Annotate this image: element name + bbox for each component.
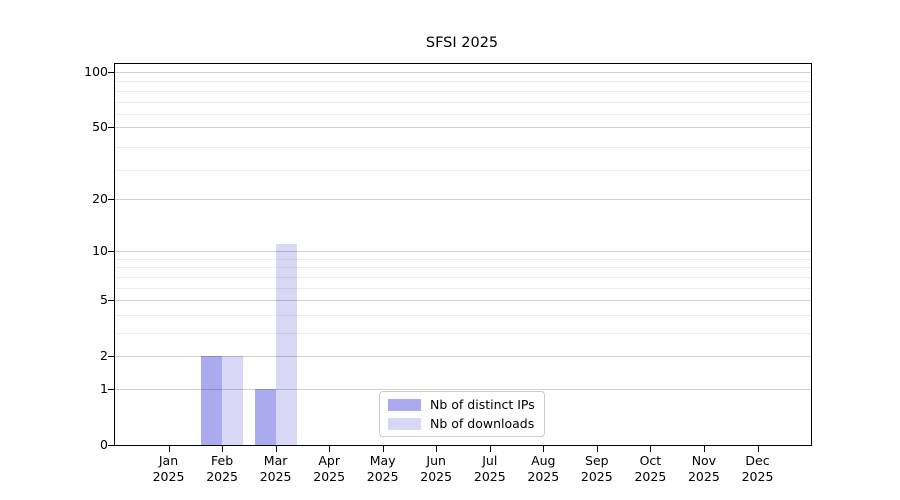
- legend-entry-distinct-ips: Nb of distinct IPs: [388, 397, 535, 412]
- y-axis-tick: [108, 198, 114, 200]
- y-axis-tick: [108, 445, 114, 446]
- x-axis-tick-label: Nov 2025: [687, 453, 720, 484]
- x-axis-tick: [222, 446, 224, 452]
- y-axis-tick: [108, 251, 114, 253]
- major-gridline: [115, 251, 811, 253]
- x-axis-tick: [329, 446, 331, 452]
- major-gridline: [115, 127, 811, 129]
- minor-gridline: [115, 287, 811, 289]
- minor-gridline: [115, 258, 811, 260]
- y-axis-tick: [108, 356, 114, 358]
- minor-gridline: [115, 101, 811, 103]
- x-axis-tick: [275, 446, 277, 452]
- x-axis-tick-label: Oct 2025: [634, 453, 667, 484]
- minor-gridline: [115, 146, 811, 148]
- major-gridline: [115, 300, 811, 302]
- legend-label-distinct-ips: Nb of distinct IPs: [430, 397, 535, 412]
- x-axis-tick: [703, 446, 705, 452]
- y-axis-tick-label: 50: [92, 119, 108, 135]
- minor-gridline: [115, 114, 811, 116]
- x-axis-tick: [543, 446, 545, 452]
- major-gridline: [115, 198, 811, 200]
- y-axis-tick-label: 5: [100, 292, 108, 308]
- legend-label-downloads: Nb of downloads: [430, 416, 535, 431]
- bar-distinct-ips: [254, 389, 276, 445]
- y-axis-tick: [108, 300, 114, 302]
- legend: Nb of distinct IPs Nb of downloads: [379, 391, 545, 437]
- x-axis-tick-label: May 2025: [366, 453, 399, 484]
- x-axis-tick: [382, 446, 384, 452]
- x-axis-tick: [650, 446, 652, 452]
- x-axis-tick-label: Mar 2025: [259, 453, 292, 484]
- y-axis-tick-label: 20: [92, 190, 108, 206]
- minor-gridline: [115, 170, 811, 172]
- minor-gridline: [115, 90, 811, 92]
- x-axis-tick: [596, 446, 598, 452]
- y-axis-tick: [108, 389, 114, 390]
- minor-gridline: [115, 314, 811, 316]
- x-axis-tick: [436, 446, 438, 452]
- y-axis-tick-label: 10: [92, 243, 108, 259]
- x-axis-tick-label: Jan 2025: [152, 453, 185, 484]
- minor-gridline: [115, 333, 811, 334]
- bar-distinct-ips: [201, 356, 223, 445]
- y-axis-tick-label: 1: [100, 381, 108, 396]
- x-axis-tick-label: Aug 2025: [527, 453, 560, 484]
- major-gridline: [115, 389, 811, 390]
- x-axis-tick: [489, 446, 491, 452]
- major-gridline: [115, 356, 811, 358]
- x-axis-tick-label: Jul 2025: [473, 453, 506, 484]
- minor-gridline: [115, 81, 811, 83]
- x-axis-tick-label: Jun 2025: [420, 453, 453, 484]
- plot-area: Nb of distinct IPs Nb of downloads 0 1 2 5 1…: [84, 63, 812, 484]
- bar-downloads: [275, 244, 297, 445]
- y-axis-tick-label: 0: [100, 437, 108, 452]
- y-axis-tick: [108, 127, 114, 129]
- legend-swatch-distinct-ips: [388, 398, 421, 411]
- chart-title: SFSI 2025: [425, 35, 499, 51]
- minor-gridline: [115, 276, 811, 278]
- x-axis-tick-label: Apr 2025: [313, 453, 346, 484]
- y-axis-tick: [108, 72, 114, 73]
- legend-swatch-downloads: [388, 417, 421, 430]
- bar-downloads: [222, 356, 244, 445]
- x-axis-tick-label: Dec 2025: [741, 453, 774, 484]
- legend-entry-downloads: Nb of downloads: [388, 416, 535, 431]
- x-axis-tick: [168, 446, 170, 452]
- major-gridline: [115, 72, 811, 73]
- y-axis-tick-label: 100: [84, 64, 108, 79]
- minor-gridline: [115, 267, 811, 269]
- y-axis-tick-label: 2: [100, 348, 108, 364]
- x-axis-tick-label: Sep 2025: [580, 453, 613, 484]
- x-axis-tick-label: Feb 2025: [206, 453, 238, 484]
- x-axis-tick: [757, 446, 759, 452]
